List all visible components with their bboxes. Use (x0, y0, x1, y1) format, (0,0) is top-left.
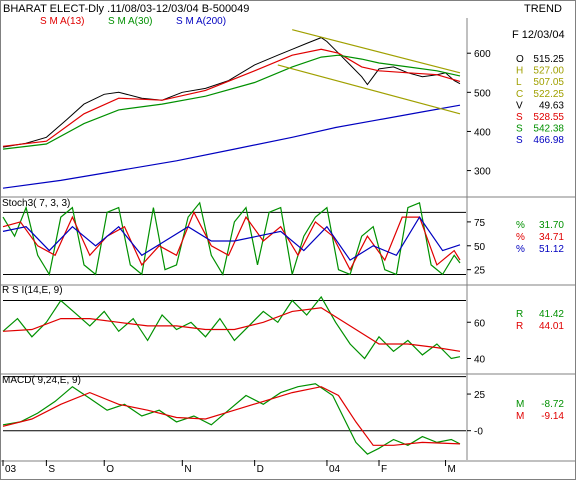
x-tick-label-4: D (257, 464, 264, 475)
y-tick-label-1-0: 75 (474, 218, 486, 229)
readout-layer: O 515.25 H 527.00 L 507.05 C 522.25 V 49.63 S 528.5… (516, 54, 564, 422)
series-1-2 (2, 215, 461, 261)
y-tick-label-1-1: 50 (474, 242, 486, 253)
x-tick-label-2: O (106, 464, 114, 475)
readout-label-0-1: H (516, 66, 523, 77)
y-tick-label-1-2: 25 (474, 266, 486, 277)
x-tick-label-7: M (448, 464, 456, 475)
readout-value-0-6: 542.38 (533, 124, 564, 135)
readout-value-0-7: 466.98 (533, 135, 564, 146)
readout-value-0-0: 515.25 (533, 54, 564, 65)
y-tick-label-0-1: 500 (474, 88, 491, 99)
x-tick-label-6: F (381, 464, 387, 475)
series-1-1 (2, 210, 461, 272)
readout-label-0-0: O (516, 54, 524, 65)
date-readout: F 12/03/04 (512, 29, 565, 41)
x-tick-label-1: S (48, 464, 55, 475)
readout-label-2-1: R (516, 321, 523, 332)
legend-sma200: S M A(200) (176, 16, 226, 27)
x-tick-label-5: 04 (329, 464, 341, 475)
readout-label-1-0: % (516, 220, 525, 231)
y-tick-label-0-2: 400 (474, 127, 491, 138)
y-tick-label-2-1: 40 (474, 355, 486, 366)
y-tick-label-0-3: 300 (474, 167, 491, 178)
series-3-1 (2, 386, 461, 446)
series-1-0 (2, 201, 461, 277)
readout-label-0-2: L (516, 77, 522, 88)
readout-value-0-4: 49.63 (539, 100, 564, 111)
readout-label-2-0: R (516, 309, 523, 320)
readout-value-3-1: -9.14 (541, 411, 564, 422)
readout-value-1-1: 34.71 (539, 232, 564, 243)
series-0-3 (2, 104, 461, 189)
series-2-0 (2, 295, 461, 360)
panel-frames (0, 18, 576, 462)
readout-value-1-0: 31.70 (539, 220, 564, 231)
readout-value-2-1: 44.01 (539, 321, 564, 332)
x-tick-label-3: N (184, 464, 191, 475)
readout-value-0-2: 507.05 (533, 77, 564, 88)
series-2-1 (2, 307, 461, 352)
readout-value-1-2: 51.12 (539, 244, 564, 255)
readout-label-0-3: C (516, 89, 523, 100)
readout-value-0-1: 527.00 (533, 66, 564, 77)
readout-label-3-1: M (516, 411, 524, 422)
readout-label-3-0: M (516, 399, 524, 410)
readout-value-3-0: -8.72 (541, 399, 564, 410)
plot-layer (2, 29, 466, 455)
trend-label: TREND (524, 3, 562, 15)
series-0-2 (2, 54, 461, 150)
readout-label-0-7: S (516, 135, 523, 146)
macd-label: MACD( 9,24,E, 9) (2, 375, 81, 386)
x-tick-label-0: 03 (5, 464, 17, 475)
y-tick-label-3-0: 25 (474, 390, 486, 401)
readout-value-2-0: 41.42 (539, 309, 564, 320)
series-3-0 (2, 383, 461, 455)
series-0-5 (277, 64, 461, 115)
readout-label-0-4: V (516, 100, 523, 111)
readout-value-0-5: 528.55 (533, 112, 564, 123)
stoch-label: Stoch3( 7, 3, 3) (2, 198, 70, 209)
readout-label-0-6: S (516, 124, 523, 135)
series-0-4 (292, 29, 461, 74)
readout-value-0-3: 522.25 (533, 89, 564, 100)
readout-label-1-1: % (516, 232, 525, 243)
y-tick-label-0-0: 600 (474, 49, 491, 60)
legend-sma30: S M A(30) (108, 16, 152, 27)
y-tick-label-2-0: 60 (474, 318, 486, 329)
readout-label-1-2: % (516, 244, 525, 255)
chart-title: BHARAT ELECT-Dly .11/08/03-12/03/04 B-50… (3, 3, 249, 15)
axis-layer: 600 500 400 300 75 50 25 60 40 25 -0 03 S O N D 04 F M (2, 49, 491, 475)
rsi-label: R S I(14,E, 9) (2, 285, 63, 296)
y-tick-label-3-1: -0 (474, 427, 483, 438)
series-0-1 (2, 48, 461, 147)
legend-sma13: S M A(13) (40, 16, 84, 27)
readout-label-0-5: S (516, 112, 523, 123)
